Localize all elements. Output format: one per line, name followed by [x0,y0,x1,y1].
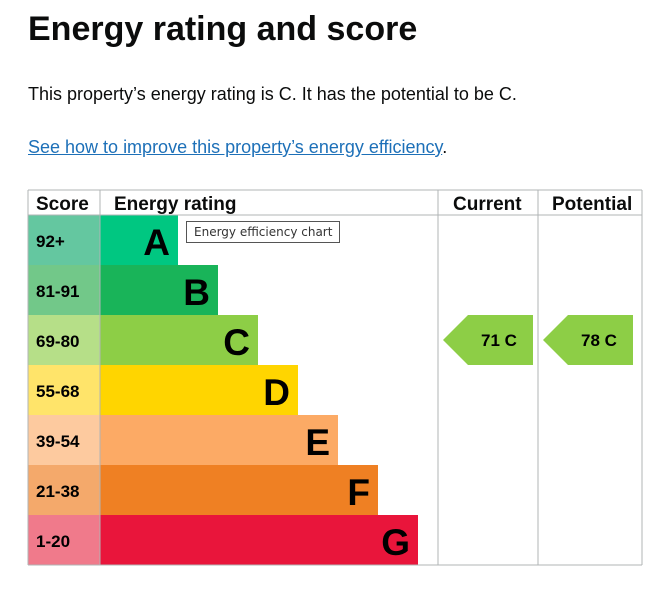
rating-bar-D [100,365,298,415]
score-label-D: 55-68 [36,382,79,401]
score-cell-G [28,515,100,565]
rating-letter-G: G [381,522,410,563]
page-title: Energy rating and score [28,10,418,48]
score-cell-F [28,465,100,515]
rating-bar-F [100,465,378,515]
score-label-C: 69-80 [36,332,79,351]
score-label-G: 1-20 [36,532,70,551]
score-label-F: 21-38 [36,482,79,501]
rating-letter-C: C [223,322,250,363]
score-cell-D [28,365,100,415]
rating-letter-E: E [305,422,330,463]
rating-letter-B: B [183,272,210,313]
improve-efficiency-link[interactable]: See how to improve this property’s energ… [28,137,443,157]
score-label-E: 39-54 [36,432,80,451]
intro-text: This property’s energy rating is C. It h… [28,84,517,104]
header-potential: Potential [552,194,632,215]
current-rating-label: 71 C [481,331,517,350]
rating-letter-D: D [263,372,290,413]
potential-rating-arrow [543,315,633,365]
link-suffix: . [442,137,448,157]
score-cell-E [28,415,100,465]
header-current: Current [453,194,522,215]
score-cell-C [28,315,100,365]
rating-bar-A [100,215,178,265]
rating-bar-C [100,315,258,365]
score-label-A: 92+ [36,232,65,251]
score-cell-A [28,215,100,265]
rating-bar-E [100,415,338,465]
rating-letter-F: F [347,472,370,513]
potential-rating-label: 78 C [581,331,617,350]
tooltip: Energy efficiency chart [186,221,341,243]
current-rating-arrow [443,315,533,365]
header-energy-rating: Energy rating [114,194,236,215]
improve-link-line: See how to improve this property’s energ… [28,137,447,158]
score-cell-B [28,265,100,315]
rating-bar-B [100,265,218,315]
rating-bar-G [100,515,418,565]
score-label-B: 81-91 [36,282,79,301]
header-score: Score [36,194,89,215]
rating-letter-A: A [143,222,170,263]
